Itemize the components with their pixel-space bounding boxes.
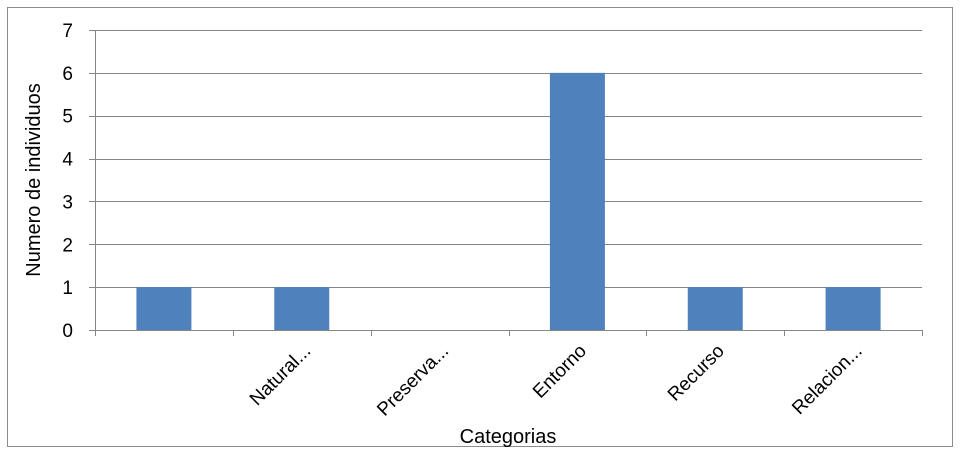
x-tick-label-3: Entorno [529,341,591,403]
gridlines [95,30,922,288]
y-tick-label-5: 5 [62,107,73,128]
chart-frame [7,7,953,447]
y-tick-label-7: 7 [62,21,73,42]
y-tick-label-1: 1 [62,278,73,299]
x-axis-title: Categorias [460,426,557,448]
bars [136,72,881,330]
y-tick-label-0: 0 [62,321,73,342]
y-axis-title: Numero de individuos [23,83,45,276]
axes [89,30,923,336]
bar-5 [825,287,881,330]
bar-1 [274,287,330,330]
x-tick-label-1: Natural... [246,341,315,410]
x-tick-label-2: Preserva... [373,341,453,421]
y-tick-label-3: 3 [62,192,73,213]
bar-4 [687,287,743,330]
y-tick-label-4: 4 [62,150,73,171]
x-tick-label-4: Recurso [664,341,729,406]
bar-0 [136,287,192,330]
x-tick-labels: Natural... Preserva... Entorno Recurso Relac… [246,341,867,421]
bar-3 [549,72,605,330]
y-tick-labels: 0 1 2 3 4 5 6 7 [62,21,73,342]
y-tick-label-2: 2 [62,235,73,256]
y-tick-label-6: 6 [62,64,73,85]
x-tick-label-5: Relacion... [788,341,866,419]
